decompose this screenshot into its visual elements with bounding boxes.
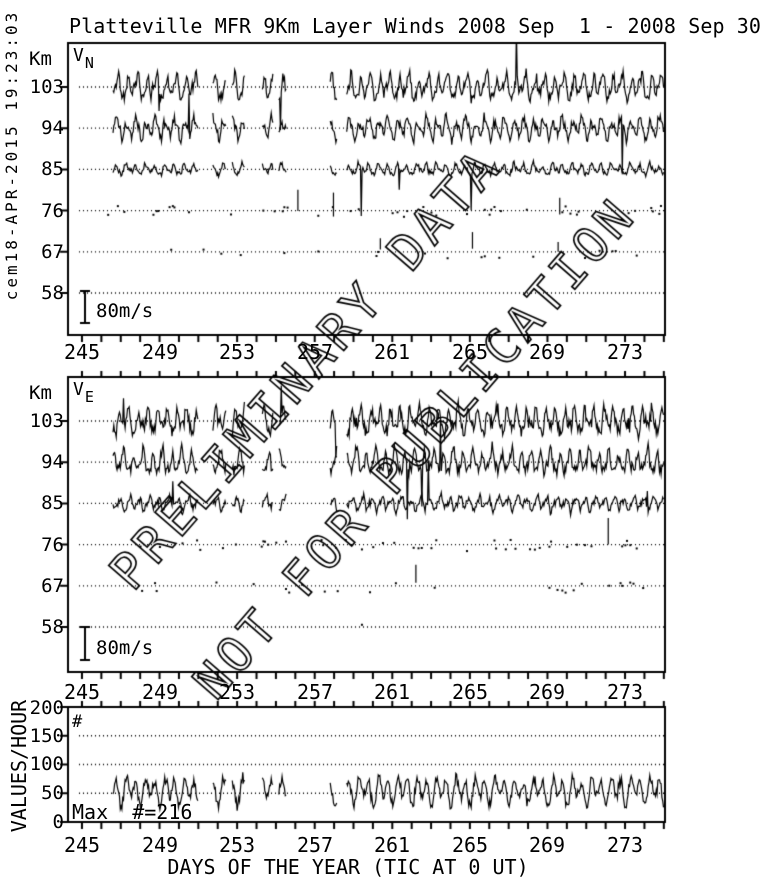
x-axis-title: DAYS OF THE YEAR (TIC AT 0 UT) — [167, 855, 529, 877]
x-tick-label: 249 — [141, 340, 179, 364]
scale-bar-label: 80m/s — [96, 300, 154, 322]
sidebar-timestamp: cem18-APR-2015 19:23:03 — [2, 9, 21, 301]
max-count-annotation: Max #=216 — [72, 800, 193, 824]
km-unit-label: Km — [29, 382, 52, 404]
panel-vn-label: VN — [73, 45, 94, 72]
x-tick-label: 265 — [451, 680, 489, 704]
x-tick-label: 257 — [296, 833, 334, 857]
x-tick-label: 265 — [451, 833, 489, 857]
y-tick-label: 103 — [29, 410, 64, 432]
y-tick-label: 94 — [41, 117, 64, 139]
v-label: V — [73, 45, 84, 66]
y-tick-label: 200 — [29, 697, 64, 719]
x-tick-label: 245 — [63, 340, 101, 364]
x-tick-label: 269 — [528, 833, 566, 857]
y-tick-label: 94 — [41, 451, 64, 473]
x-tick-label: 261 — [373, 340, 411, 364]
scale-bar-label: 80m/s — [96, 637, 154, 659]
y-tick-label: 100 — [29, 753, 64, 775]
y-tick-label: 150 — [29, 725, 64, 747]
page-title: Platteville MFR 9Km Layer Winds 2008 Sep… — [69, 14, 762, 38]
x-tick-label: 269 — [528, 340, 566, 364]
y-tick-label: 85 — [41, 158, 64, 180]
x-tick-label: 253 — [218, 340, 256, 364]
x-tick-label: 257 — [296, 680, 334, 704]
v-label-sub: N — [84, 54, 94, 72]
y-tick-label: 103 — [29, 76, 64, 98]
panel-ve-label: VE — [73, 379, 94, 406]
y-tick-label: 76 — [41, 200, 64, 222]
y-tick-label: 50 — [41, 782, 64, 804]
x-tick-label: 273 — [606, 340, 644, 364]
x-tick-label: 253 — [218, 833, 256, 857]
x-tick-label: 273 — [606, 833, 644, 857]
y-tick-label: 67 — [41, 575, 64, 597]
x-tick-label: 245 — [63, 680, 101, 704]
x-tick-label: 261 — [373, 680, 411, 704]
y-tick-label: 0 — [52, 811, 64, 833]
x-tick-label: 265 — [451, 340, 489, 364]
y-tick-label: 67 — [41, 241, 64, 263]
x-tick-label: 273 — [606, 680, 644, 704]
x-tick-label: 253 — [218, 680, 256, 704]
v-label-sub: E — [84, 388, 94, 406]
y-tick-label: 85 — [41, 492, 64, 514]
x-tick-label: 269 — [528, 680, 566, 704]
y-tick-label: 58 — [41, 616, 64, 638]
x-tick-label: 245 — [63, 833, 101, 857]
x-tick-label: 261 — [373, 833, 411, 857]
km-unit-label: Km — [29, 48, 52, 70]
y-tick-label: 58 — [41, 282, 64, 304]
x-tick-label: 257 — [296, 340, 334, 364]
x-tick-label: 249 — [141, 833, 179, 857]
hash-marker-legend: # — [72, 712, 83, 732]
v-label: V — [73, 379, 84, 400]
y-tick-label: 76 — [41, 534, 64, 556]
x-tick-label: 249 — [141, 680, 179, 704]
